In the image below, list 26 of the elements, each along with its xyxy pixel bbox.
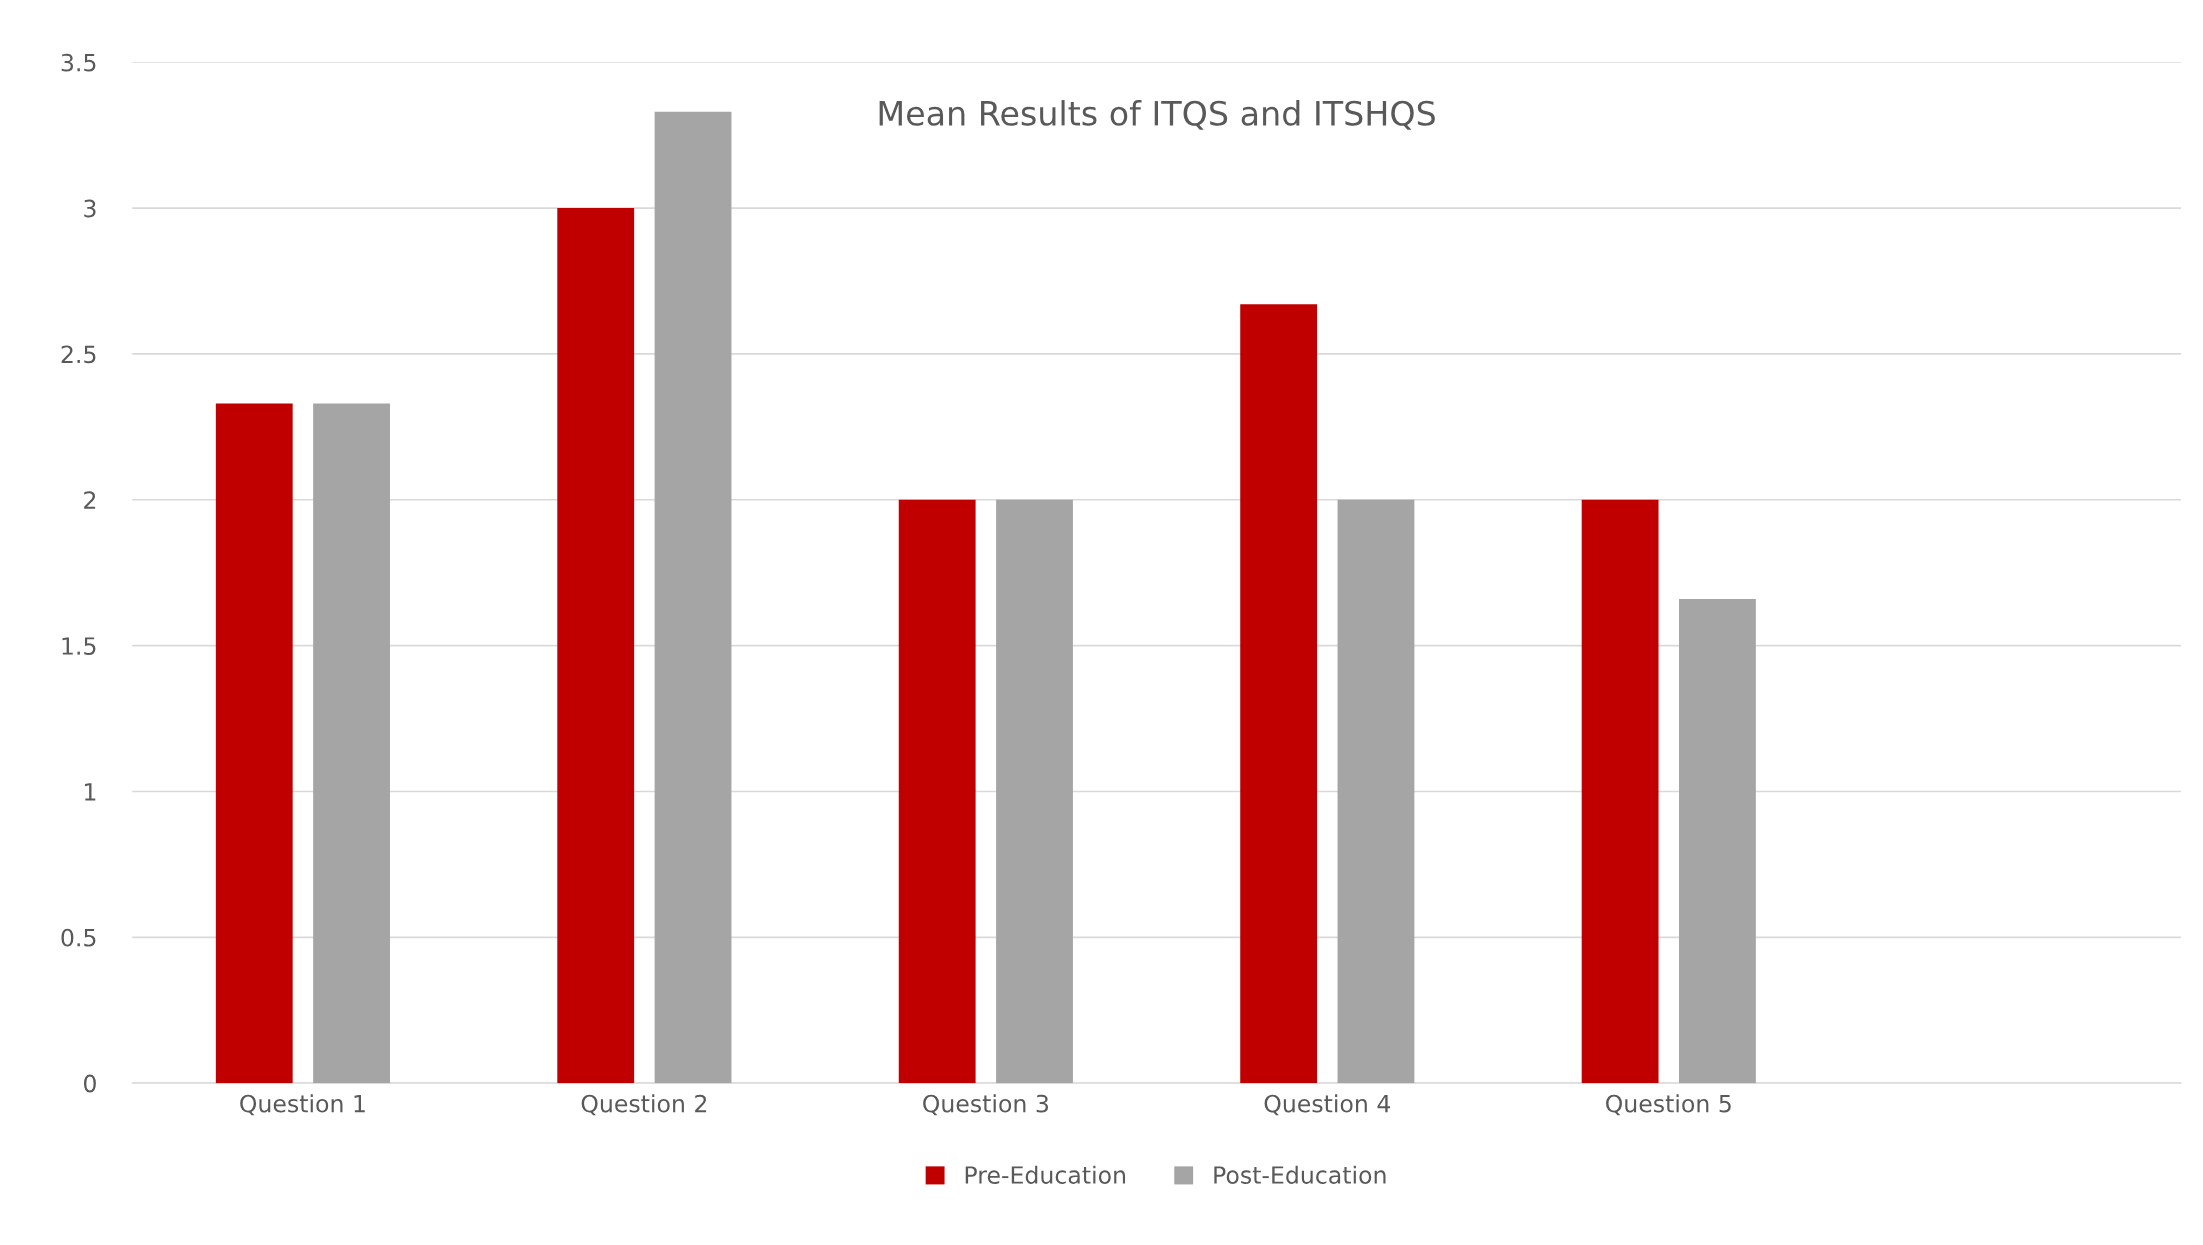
- bar: [898, 499, 976, 1084]
- bar: [1679, 598, 1756, 1084]
- text: Mean Results of ITQS and ITSHQS: [879, 100, 1435, 130]
- x-tick-label: Question 5: [1606, 1094, 1731, 1116]
- legend-label: Pre-Education: [965, 1165, 1126, 1184]
- y-tick-label: 0: [83, 1074, 96, 1093]
- y-tick-label: 1: [85, 783, 96, 801]
- bar: [996, 499, 1073, 1084]
- y-tick-label: 2: [84, 491, 96, 509]
- bar: [1337, 499, 1415, 1084]
- y-tick-label: 0.5: [61, 928, 96, 947]
- bar: [557, 208, 635, 1084]
- bar: [313, 403, 390, 1084]
- x-tick-label: Question 1: [240, 1094, 365, 1116]
- x-tick-label: Question 3: [923, 1094, 1049, 1116]
- x-tick-label: Question 4: [1264, 1094, 1391, 1116]
- y-tick-label: 2.5: [61, 345, 96, 364]
- bar: [654, 111, 732, 1084]
- x-tick-label: Question 2: [581, 1094, 707, 1116]
- legend-label: Post-Education: [1214, 1165, 1386, 1184]
- y-tick-label: 3.5: [61, 53, 96, 72]
- bar: [215, 403, 293, 1084]
- bar: [1581, 499, 1659, 1084]
- y-tick-label: 1.5: [62, 637, 96, 655]
- bar: [1240, 304, 1318, 1084]
- y-tick-label: 3: [84, 199, 96, 218]
